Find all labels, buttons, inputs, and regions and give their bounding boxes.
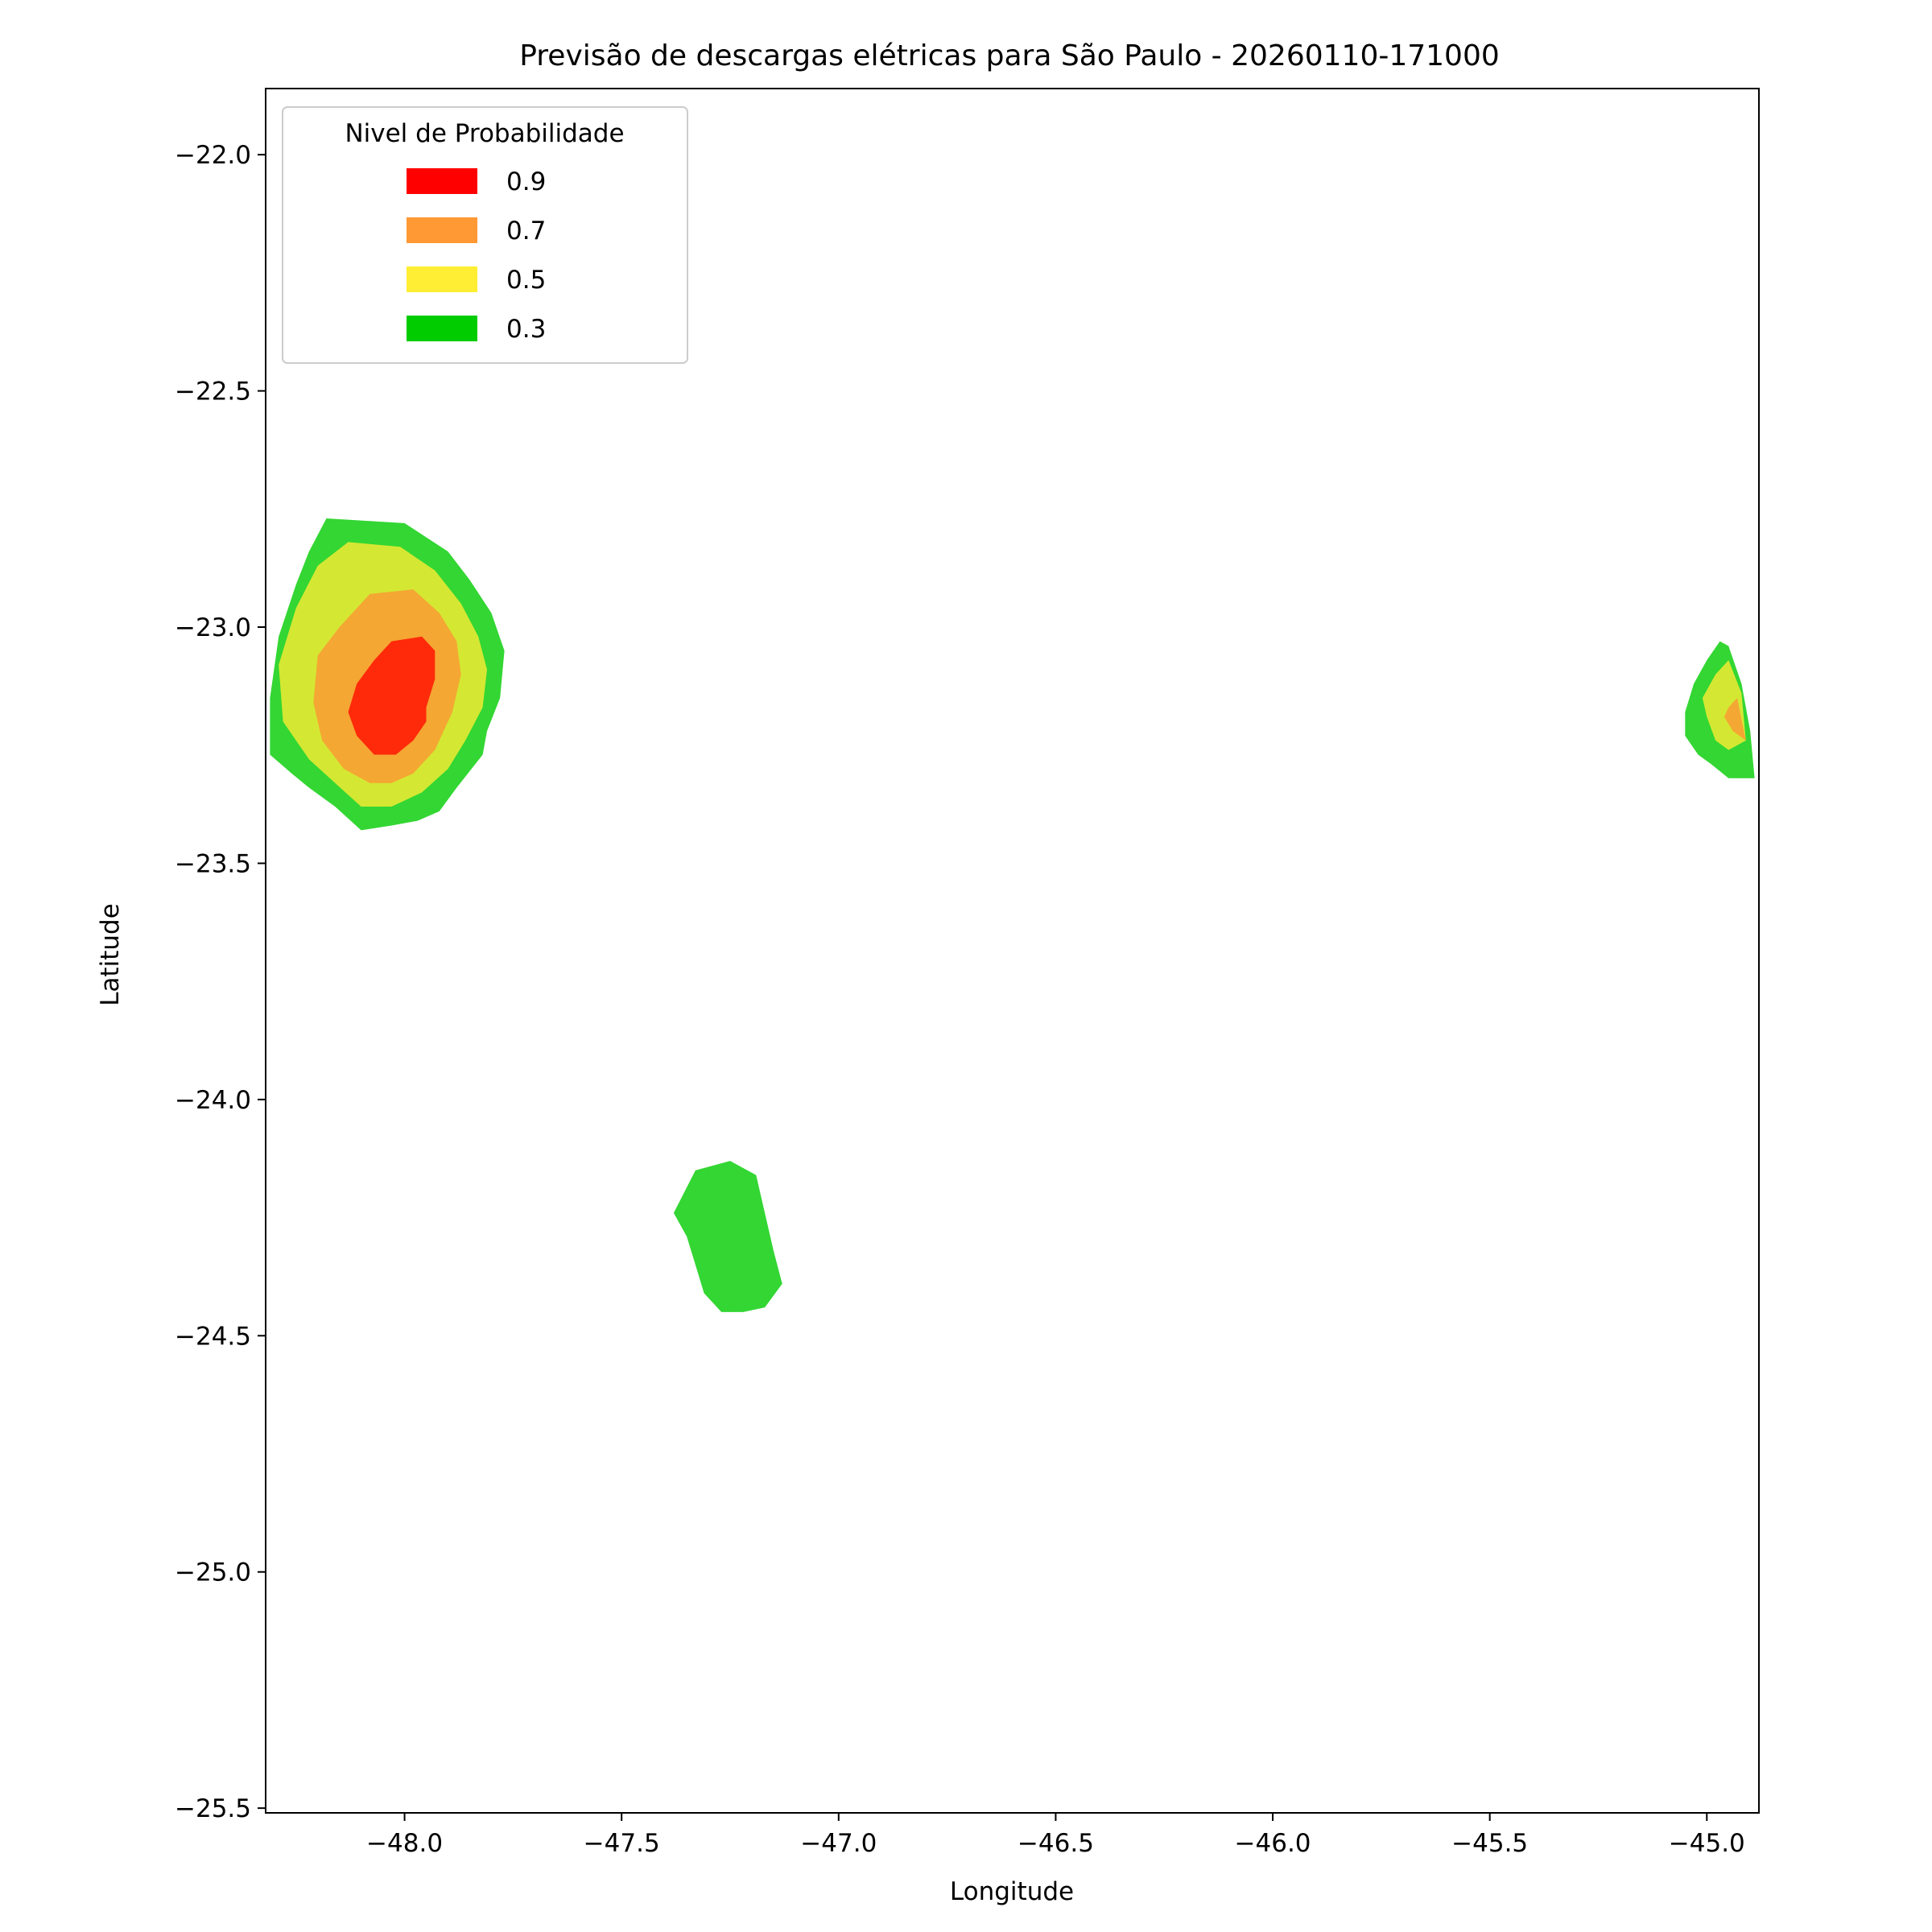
contour-region-03-4 <box>673 1161 782 1312</box>
legend: Nivel de Probabilidade 0.9 0.7 0.5 0.3 <box>282 106 688 364</box>
y-tick-label: −22.5 <box>175 378 251 407</box>
legend-title: Nivel de Probabilidade <box>345 119 624 148</box>
legend-swatch <box>407 316 477 341</box>
legend-swatch <box>407 266 477 292</box>
y-axis: −22.0 −22.5 −23.0 −23.5 −24.0 −24.5 −25.0 −25.5 <box>175 141 266 1823</box>
x-tick-label: −46.5 <box>1018 1829 1094 1858</box>
y-axis-label: Latitude <box>96 903 125 1006</box>
legend-label: 0.9 <box>506 167 546 196</box>
x-tick-label: −47.0 <box>800 1829 877 1858</box>
x-axis-label: Longitude <box>950 1877 1074 1906</box>
y-tick-label: −24.0 <box>175 1086 251 1115</box>
legend-label: 0.3 <box>506 315 546 344</box>
contour-regions <box>270 518 1755 1312</box>
legend-label: 0.5 <box>506 266 546 295</box>
y-tick-label: −22.0 <box>175 141 251 170</box>
legend-swatch <box>407 168 477 194</box>
legend-entries: 0.9 0.7 0.5 0.3 <box>407 167 546 344</box>
legend-label: 0.7 <box>506 217 546 246</box>
contour-region-07-7 <box>1724 698 1746 741</box>
x-tick-label: −47.5 <box>584 1829 660 1858</box>
x-tick-label: −45.0 <box>1669 1829 1745 1858</box>
legend-box <box>282 106 688 364</box>
y-tick-label: −24.5 <box>175 1322 251 1351</box>
y-tick-label: −23.0 <box>175 613 251 642</box>
chart-title: Previsão de descargas elétricas para São… <box>519 39 1500 72</box>
x-tick-label: −48.0 <box>366 1829 443 1858</box>
plot-frame <box>265 88 1760 1814</box>
y-tick-label: −25.0 <box>175 1558 251 1587</box>
legend-swatch <box>407 217 477 243</box>
y-tick-label: −25.5 <box>175 1794 251 1823</box>
x-tick-label: −46.0 <box>1235 1829 1311 1858</box>
x-axis: −48.0 −47.5 −47.0 −46.5 −46.0 −45.5 −45.0 <box>366 1813 1745 1858</box>
y-tick-label: −23.5 <box>175 849 251 878</box>
x-tick-label: −45.5 <box>1451 1829 1528 1858</box>
contour-region-09-3 <box>348 636 436 755</box>
